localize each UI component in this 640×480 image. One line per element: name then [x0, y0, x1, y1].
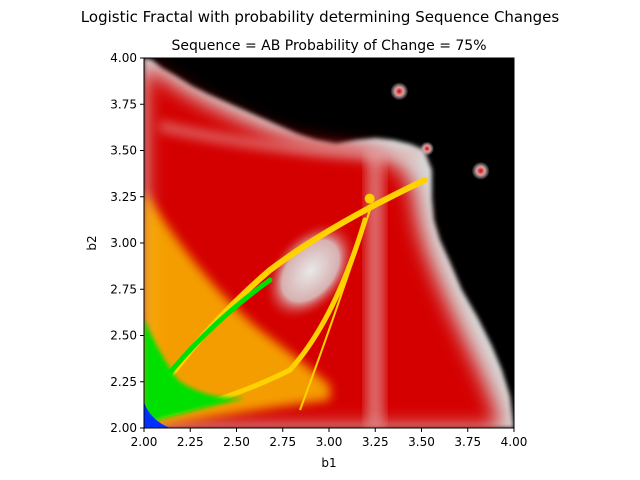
heatmap-area — [144, 58, 514, 428]
blue-corner — [144, 402, 170, 428]
chart-suptitle: Logistic Fractal with probability determ… — [81, 8, 560, 26]
stable-spot — [420, 141, 435, 156]
y-tick-label: 3.50 — [110, 144, 137, 158]
y-tick-label: 3.00 — [110, 236, 137, 250]
x-tick-label: 3.50 — [408, 435, 435, 449]
green-band — [147, 277, 273, 401]
horizontal-streak — [160, 120, 420, 160]
x-tick-label: 3.25 — [362, 435, 389, 449]
x-tick-label: 2.50 — [223, 435, 250, 449]
chart-title: Sequence = AB Probability of Change = 75… — [171, 38, 486, 54]
stable-spot — [471, 161, 490, 180]
ridge-wedge — [144, 190, 330, 428]
x-tick-label: 2.25 — [177, 435, 204, 449]
ridge-curve-thin — [299, 209, 371, 411]
y-tick-label: 2.50 — [110, 329, 137, 343]
vertical-streak — [366, 150, 384, 428]
x-tick-label: 2.75 — [269, 435, 296, 449]
x-tick-label: 3.75 — [454, 435, 481, 449]
tip-point — [364, 193, 375, 204]
y-tick-label: 2.00 — [110, 421, 137, 435]
stable-spot — [390, 82, 409, 101]
y-axis: 2.00 2.25 2.50 2.75 3.00 3.25 3.50 3.75 4.00 — [110, 51, 144, 435]
y-tick-label: 4.00 — [110, 51, 137, 65]
green-core — [144, 318, 246, 428]
y-axis-label: b2 — [85, 235, 99, 250]
x-tick-label: 2.00 — [131, 435, 158, 449]
x-tick-label: 4.00 — [501, 435, 528, 449]
x-tick-label: 3.00 — [316, 435, 343, 449]
y-tick-label: 2.25 — [110, 375, 137, 389]
y-tick-label: 3.75 — [110, 97, 137, 111]
x-axis: 2.00 2.25 2.50 2.75 3.00 3.25 3.50 3.75 4.00 — [131, 428, 528, 449]
y-tick-label: 2.75 — [110, 282, 137, 296]
x-axis-label: b1 — [321, 456, 336, 470]
y-tick-label: 3.25 — [110, 190, 137, 204]
